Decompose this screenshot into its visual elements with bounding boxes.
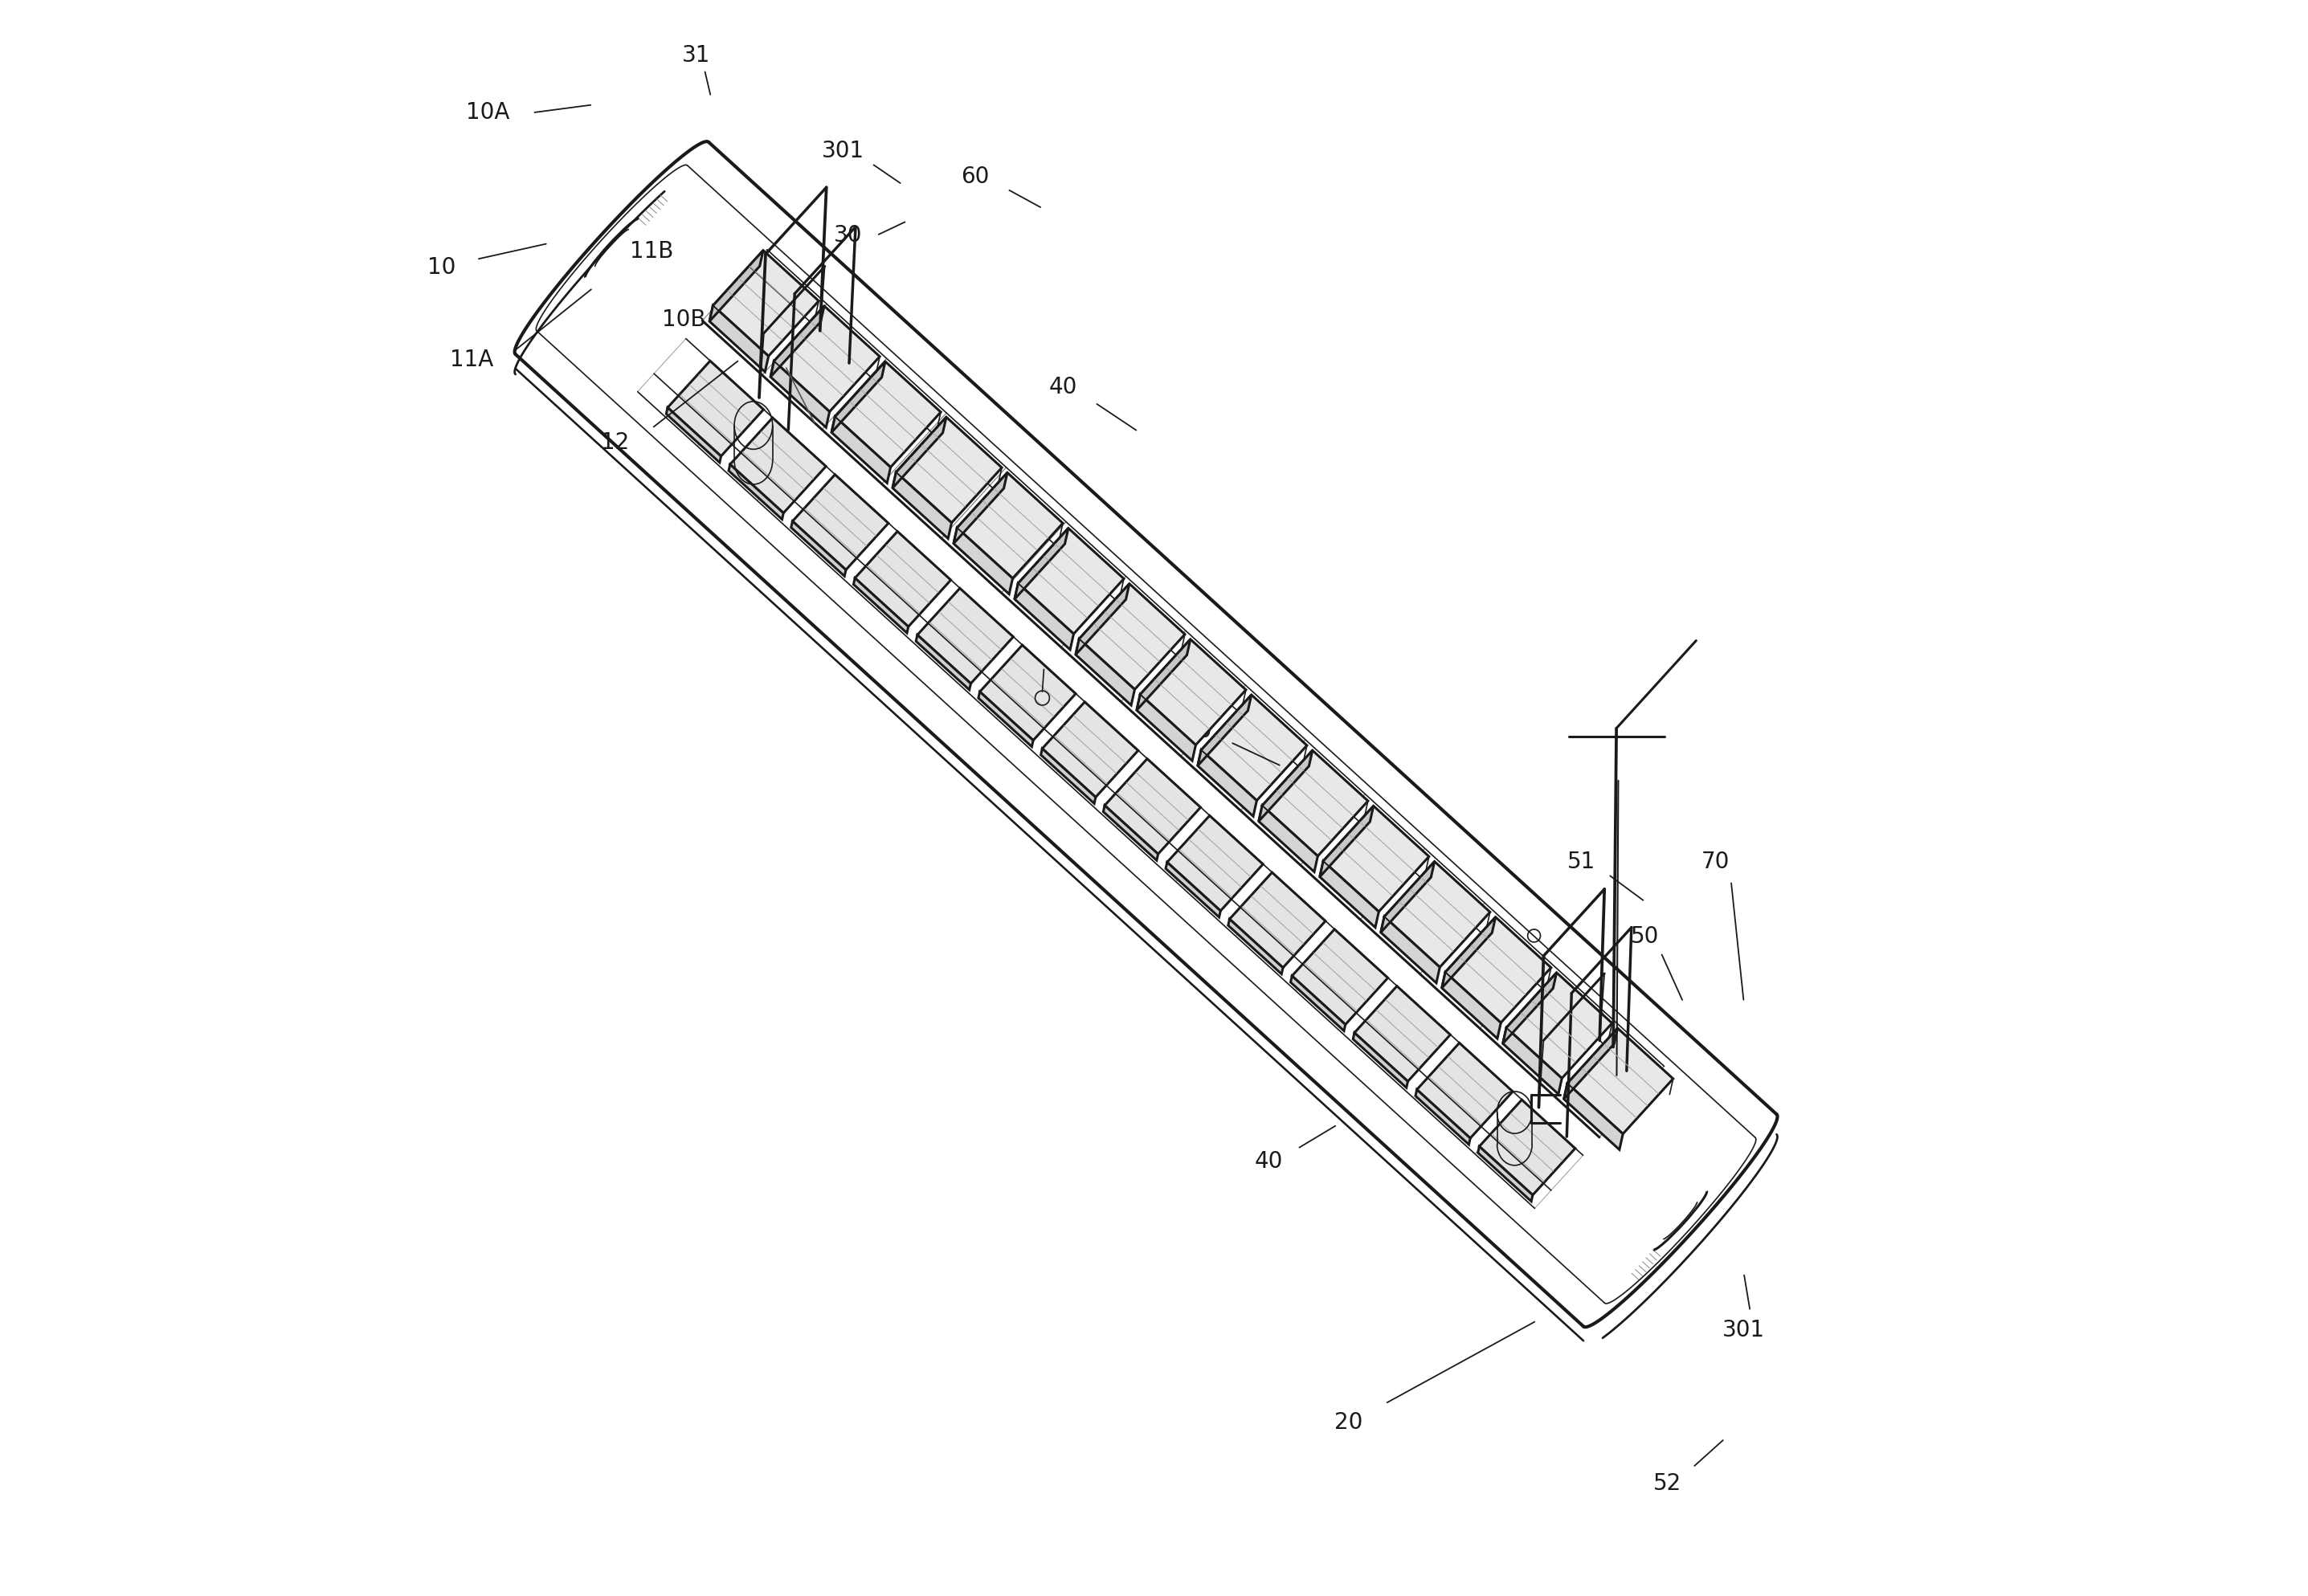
Polygon shape <box>773 306 879 412</box>
Polygon shape <box>771 306 824 377</box>
Polygon shape <box>1043 702 1138 796</box>
Polygon shape <box>1415 1090 1470 1144</box>
Polygon shape <box>1016 583 1073 650</box>
Text: 10A: 10A <box>466 102 510 124</box>
Polygon shape <box>1320 862 1378 927</box>
Polygon shape <box>1385 862 1491 967</box>
Polygon shape <box>1352 1033 1408 1088</box>
Polygon shape <box>953 472 1006 544</box>
Text: 52: 52 <box>1653 1472 1683 1494</box>
Polygon shape <box>896 417 1002 523</box>
Polygon shape <box>1442 918 1496 988</box>
Polygon shape <box>1258 806 1318 871</box>
Polygon shape <box>1103 806 1159 860</box>
Polygon shape <box>979 691 1034 747</box>
Polygon shape <box>1477 1146 1533 1202</box>
Polygon shape <box>713 251 819 356</box>
Polygon shape <box>792 522 847 576</box>
Polygon shape <box>893 417 946 488</box>
Polygon shape <box>854 531 951 627</box>
Text: 60: 60 <box>960 164 990 188</box>
Polygon shape <box>1380 916 1440 983</box>
Polygon shape <box>729 418 826 512</box>
Polygon shape <box>1380 862 1436 932</box>
Polygon shape <box>1228 919 1283 974</box>
Polygon shape <box>1445 918 1551 1023</box>
Polygon shape <box>1258 750 1313 822</box>
Polygon shape <box>1503 972 1556 1044</box>
Polygon shape <box>1565 1028 1618 1100</box>
Polygon shape <box>1479 1100 1574 1195</box>
Polygon shape <box>1198 750 1258 816</box>
Polygon shape <box>981 645 1076 741</box>
Text: 40: 40 <box>1048 375 1078 397</box>
Polygon shape <box>1016 528 1069 598</box>
Polygon shape <box>1041 749 1096 803</box>
Polygon shape <box>916 589 1013 683</box>
Polygon shape <box>1507 972 1611 1079</box>
Polygon shape <box>854 578 909 634</box>
Text: 11A: 11A <box>450 348 494 370</box>
Polygon shape <box>1565 1084 1623 1149</box>
Polygon shape <box>1136 694 1196 761</box>
Polygon shape <box>709 305 769 372</box>
Polygon shape <box>1292 929 1387 1025</box>
Polygon shape <box>1076 638 1136 705</box>
Text: 40: 40 <box>1256 1151 1283 1173</box>
Text: 10: 10 <box>427 255 455 279</box>
Polygon shape <box>771 361 829 428</box>
Text: 20: 20 <box>1334 1411 1362 1433</box>
Polygon shape <box>1018 528 1124 634</box>
Text: 11B: 11B <box>630 239 674 263</box>
Polygon shape <box>1262 750 1369 855</box>
Text: 50: 50 <box>1632 926 1659 948</box>
Polygon shape <box>1076 584 1129 654</box>
Polygon shape <box>831 417 891 484</box>
Polygon shape <box>1290 975 1346 1031</box>
Polygon shape <box>1168 816 1262 911</box>
Polygon shape <box>667 361 764 456</box>
Polygon shape <box>1320 806 1373 876</box>
Text: 70: 70 <box>1701 851 1729 873</box>
Text: 10B: 10B <box>662 308 706 330</box>
Polygon shape <box>1140 640 1246 745</box>
Polygon shape <box>831 362 886 433</box>
Polygon shape <box>1136 640 1191 710</box>
Text: 30: 30 <box>1184 720 1214 742</box>
Text: 51: 51 <box>1567 851 1595 873</box>
Polygon shape <box>667 407 720 463</box>
Text: 301: 301 <box>1722 1318 1766 1342</box>
Polygon shape <box>835 362 942 468</box>
Polygon shape <box>893 472 951 538</box>
Polygon shape <box>1503 1028 1563 1095</box>
Polygon shape <box>1200 694 1306 801</box>
Text: 31: 31 <box>683 45 711 67</box>
Text: 12: 12 <box>600 431 630 453</box>
Polygon shape <box>1166 862 1221 918</box>
Polygon shape <box>729 464 782 519</box>
Polygon shape <box>1567 1028 1673 1133</box>
Polygon shape <box>953 528 1013 594</box>
Text: 301: 301 <box>822 140 866 163</box>
Polygon shape <box>1322 806 1429 911</box>
Polygon shape <box>1355 986 1449 1082</box>
Polygon shape <box>1080 584 1184 689</box>
Polygon shape <box>916 635 972 689</box>
Text: 30: 30 <box>833 223 863 247</box>
Polygon shape <box>958 472 1064 578</box>
Polygon shape <box>709 251 764 321</box>
Polygon shape <box>1442 972 1500 1039</box>
Polygon shape <box>1230 873 1325 967</box>
Polygon shape <box>1198 694 1251 766</box>
Polygon shape <box>1106 758 1200 854</box>
Polygon shape <box>1417 1042 1512 1138</box>
Polygon shape <box>792 474 889 570</box>
